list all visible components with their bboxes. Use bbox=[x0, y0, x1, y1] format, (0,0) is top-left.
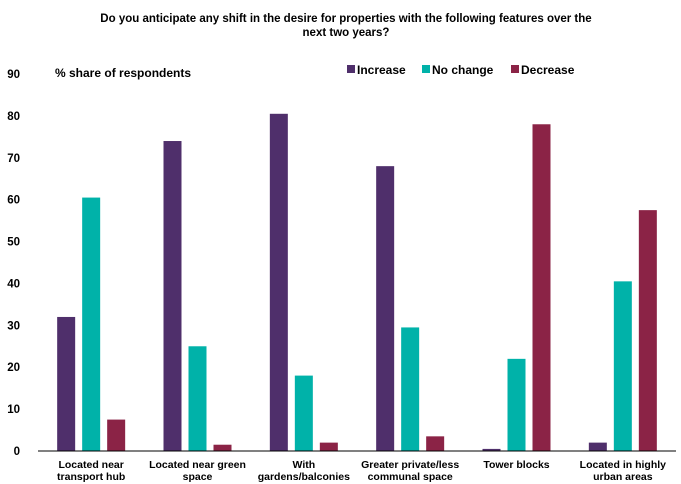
legend-swatch-increase bbox=[347, 65, 355, 73]
legend-swatch-decrease bbox=[511, 65, 519, 73]
bar-no-change bbox=[613, 281, 632, 451]
chart-title-line-2: next two years? bbox=[303, 27, 390, 39]
legend-label-no-change: No change bbox=[432, 63, 494, 77]
y-tick-label: 40 bbox=[7, 278, 20, 290]
category-label: Located near green bbox=[149, 459, 246, 471]
y-tick-label: 30 bbox=[7, 320, 20, 332]
y-tick-label: 0 bbox=[14, 446, 20, 458]
category-label: With bbox=[293, 459, 316, 471]
category-label: space bbox=[183, 471, 213, 483]
category-label: gardens/balconies bbox=[258, 471, 350, 483]
bar-increase bbox=[482, 448, 501, 451]
category-label: Located in highly bbox=[580, 459, 666, 471]
category-label: Tower blocks bbox=[483, 459, 549, 471]
y-tick-label: 20 bbox=[7, 362, 20, 374]
legend-label-decrease: Decrease bbox=[521, 63, 575, 77]
bar-no-change bbox=[507, 358, 526, 451]
bar-increase bbox=[269, 113, 288, 452]
y-tick-label: 80 bbox=[7, 111, 20, 123]
bar-no-change bbox=[401, 327, 420, 451]
bar-no-change bbox=[82, 197, 101, 451]
bar-decrease bbox=[107, 419, 126, 451]
bar-decrease bbox=[213, 444, 232, 451]
bar-decrease bbox=[319, 442, 338, 451]
bar-increase bbox=[163, 141, 182, 451]
chart-title-line-1: Do you anticipate any shift in the desir… bbox=[100, 13, 591, 25]
y-tick-label: 70 bbox=[7, 153, 20, 165]
bar-increase bbox=[57, 316, 76, 451]
bar-decrease bbox=[638, 210, 657, 451]
legend: Increase No change Decrease bbox=[347, 63, 575, 77]
y-tick-label: 60 bbox=[7, 195, 20, 207]
category-label: Greater private/less bbox=[361, 459, 459, 471]
y-tick-label: 90 bbox=[7, 69, 20, 81]
category-label: communal space bbox=[368, 471, 453, 483]
y-tick-label: 10 bbox=[7, 404, 20, 416]
category-label: transport hub bbox=[57, 471, 125, 483]
category-label: Located near bbox=[58, 459, 123, 471]
y-axis-ticks: 0 10 20 30 40 50 60 70 80 90 bbox=[7, 69, 20, 458]
bar-increase bbox=[588, 442, 607, 451]
bars bbox=[57, 113, 657, 452]
bar-no-change bbox=[294, 375, 313, 451]
bar-increase bbox=[376, 166, 395, 451]
bar-decrease bbox=[532, 124, 551, 452]
category-label: urban areas bbox=[593, 471, 653, 483]
bar-decrease bbox=[426, 436, 445, 451]
legend-swatch-no-change bbox=[422, 65, 430, 73]
y-tick-label: 50 bbox=[7, 237, 20, 249]
legend-label-increase: Increase bbox=[357, 63, 406, 77]
bar-no-change bbox=[188, 346, 207, 451]
y-axis-label: % share of respondents bbox=[55, 66, 191, 80]
